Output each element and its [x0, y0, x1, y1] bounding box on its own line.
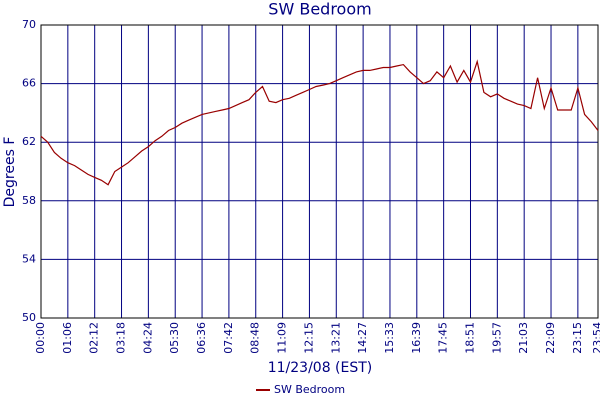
x-tick-label: 16:39 — [410, 322, 423, 354]
y-tick-label: 66 — [22, 77, 36, 90]
y-tick-label: 62 — [22, 135, 36, 148]
x-tick-label: 18:51 — [463, 322, 476, 354]
x-tick-label: 15:33 — [383, 322, 396, 354]
x-tick-label: 22:09 — [544, 322, 557, 354]
x-axis-label: 11/23/08 (EST) — [268, 360, 373, 376]
y-tick-label: 54 — [22, 252, 36, 265]
legend-label: SW Bedroom — [274, 383, 345, 396]
chart-title: SW Bedroom — [268, 0, 371, 19]
x-tick-label: 23:15 — [571, 322, 584, 354]
x-tick-label: 06:36 — [195, 322, 208, 354]
x-tick-label: 02:12 — [88, 322, 101, 354]
x-tick-label: 08:48 — [249, 322, 262, 354]
x-tick-label: 14:27 — [356, 322, 369, 354]
x-tick-label: 13:21 — [329, 322, 342, 354]
x-tick-label: 00:00 — [34, 322, 47, 354]
y-axis-label: Degrees F — [2, 137, 18, 208]
x-tick-label: 07:42 — [222, 322, 235, 354]
x-tick-label: 17:45 — [437, 322, 450, 354]
y-tick-label: 58 — [22, 194, 36, 207]
x-tick-label: 21:03 — [517, 322, 530, 354]
y-tick-label: 70 — [22, 18, 36, 31]
x-tick-label: 05:30 — [168, 322, 181, 354]
data-line — [40, 59, 599, 186]
plot-border — [40, 24, 599, 319]
x-tick-label: 11:09 — [276, 322, 289, 354]
x-tick-label: 01:06 — [61, 322, 74, 354]
x-tick-label: 12:15 — [302, 322, 315, 354]
x-tick-label: 04:24 — [141, 322, 154, 354]
x-tick-label: 23:54 — [591, 322, 600, 354]
x-tick-label: 03:18 — [115, 322, 128, 354]
y-tick-label: 50 — [22, 311, 36, 324]
x-tick-label: 19:57 — [490, 322, 503, 354]
